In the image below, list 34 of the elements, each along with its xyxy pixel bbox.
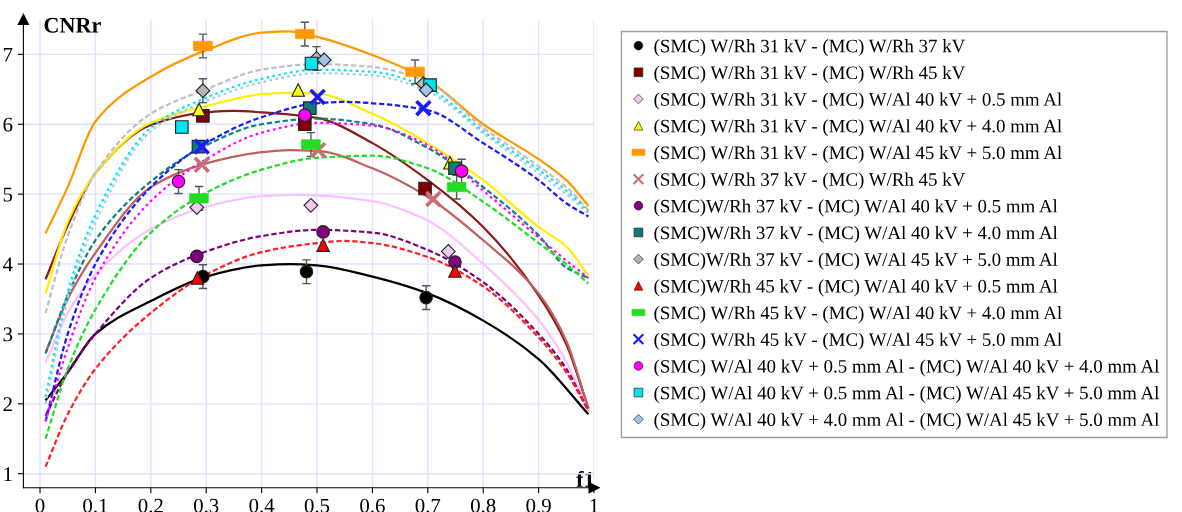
y-tick-label: 3 [3,327,13,342]
legend-label: (SMC)W/Rh 37 kV - (MC) W/Al 40 kV + 0.5 mm Al [654,199,1058,217]
legend-label: (SMC) W/Al 40 kV + 4.0 mm Al - (MC) W/Al 45 kV + 5.0 mm Al [654,412,1160,430]
x-tick-label: 0.5 [304,498,330,512]
legend-label: (SMC)W/Rh 45 kV - (MC) W/Al 40 kV + 0.5 mm Al [654,279,1058,297]
legend-label: (SMC) W/Al 40 kV + 0.5 mm Al - (MC) W/Al 45 kV + 5.0 mm Al [654,386,1160,404]
legend-label: (SMC) W/Al 40 kV + 0.5 mm Al - (MC) W/Al 40 kV + 4.0 mm Al [654,359,1160,377]
y-tick-label: 7 [3,47,13,62]
legend-label: (SMC) W/Rh 45 kV - (MC) W/Al 40 kV + 4.0 mm Al [654,306,1062,324]
y-tick-label: 2 [3,397,12,412]
legend-label: (SMC) W/Rh 31 kV - (MC) W/Rh 45 kV [654,65,966,83]
legend-label: (SMC) W/Rh 37 kV - (MC) W/Rh 45 kV [654,172,966,190]
x-tick-label: 0.7 [415,498,441,512]
y-tick-label: 6 [3,117,13,132]
legend-label: (SMC) W/Rh 31 kV - (MC) W/Rh 37 kV [654,39,966,57]
x-tick-label: 0 [35,498,45,512]
legend-label: (SMC) W/Rh 45 kV - (MC) W/Al 45 kV + 5.0 mm Al [654,332,1062,350]
x-tick-label: 0.4 [249,498,275,512]
y-tick-label: 4 [2,257,13,272]
x-tick-label: 0.8 [470,498,496,512]
legend-label: (SMC) W/Rh 31 kV - (MC) W/Al 40 kV + 4.0 mm Al [654,119,1062,137]
x-tick-label: 0.9 [526,498,551,512]
x-tick-label: 1 [590,498,598,512]
x-tick-label: 0.1 [83,498,108,512]
x-tick-label: 0.2 [138,498,163,512]
legend-label: (SMC) W/Rh 31 kV - (MC) W/Al 45 kV + 5.0 mm Al [654,145,1062,163]
y-tick-label: 1 [4,467,12,481]
x-tick-label: 0.3 [193,498,219,512]
y-tick-label: 5 [3,187,13,202]
y-axis-title: CNRr [44,17,101,33]
legend-label: (SMC)W/Rh 37 kV - (MC) W/Al 45 kV + 5.0 mm Al [654,252,1058,270]
legend-label: (SMC)W/Rh 37 kV - (MC) W/Al 40 kV + 4.0 mm Al [654,225,1058,244]
x-tick-label: 0.6 [360,498,385,512]
legend-label: (SMC) W/Rh 31 kV - (MC) W/Al 40 kV + 0.5 mm Al [654,92,1062,110]
